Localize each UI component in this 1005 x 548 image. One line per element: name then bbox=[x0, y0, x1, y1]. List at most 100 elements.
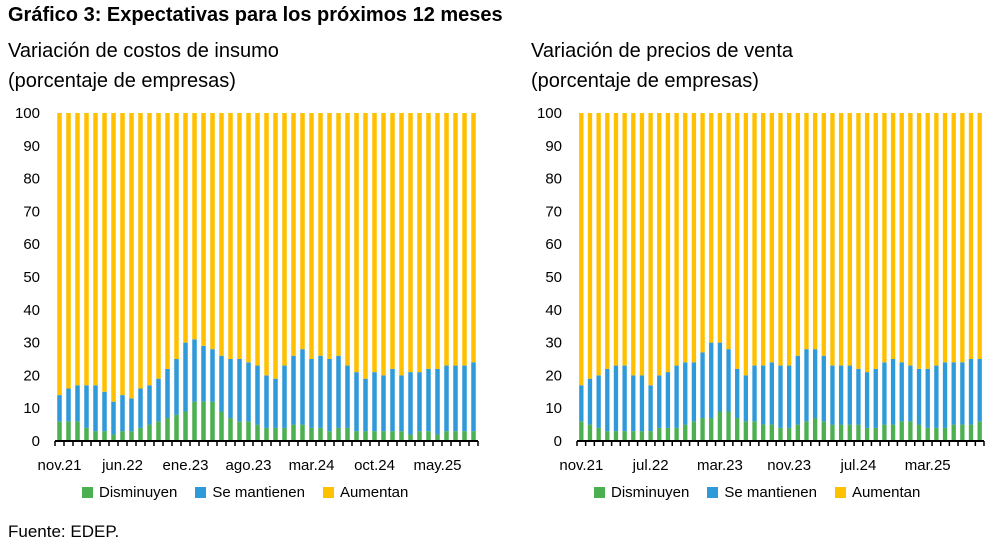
bar-disminuyen bbox=[255, 424, 260, 441]
bar-disminuyen bbox=[390, 431, 395, 441]
bar-se-mantienen bbox=[717, 342, 723, 412]
bar-se-mantienen bbox=[282, 365, 287, 428]
y-tick-label: 90 bbox=[545, 138, 562, 155]
right-chart-title-line2: (porcentaje de empresas) bbox=[531, 70, 759, 92]
bar-disminuyen bbox=[318, 427, 323, 441]
y-tick-label: 0 bbox=[32, 433, 40, 450]
source-note: Fuente: EDEP. bbox=[8, 522, 120, 541]
bar-disminuyen bbox=[613, 431, 619, 441]
bar-disminuyen bbox=[291, 424, 296, 441]
bar-se-mantienen bbox=[309, 359, 314, 428]
bar-se-mantienen bbox=[700, 352, 705, 419]
bar-se-mantienen bbox=[300, 349, 305, 425]
bar-disminuyen bbox=[174, 414, 179, 441]
bar-disminuyen bbox=[830, 424, 835, 441]
bar-disminuyen bbox=[183, 411, 188, 441]
bar-disminuyen bbox=[665, 427, 671, 441]
x-tick-label: nov.21 bbox=[559, 457, 603, 474]
bar-disminuyen bbox=[147, 424, 152, 441]
bar-disminuyen bbox=[856, 424, 861, 441]
bar-aumentan bbox=[873, 113, 878, 369]
bar-aumentan bbox=[968, 113, 974, 359]
bar-aumentan bbox=[372, 113, 377, 373]
bar-aumentan bbox=[934, 113, 939, 366]
bar-disminuyen bbox=[838, 424, 844, 441]
bar-se-mantienen bbox=[381, 375, 386, 432]
bar-aumentan bbox=[665, 113, 671, 373]
bar-se-mantienen bbox=[264, 375, 269, 428]
bar-se-mantienen bbox=[613, 365, 619, 432]
bar-se-mantienen bbox=[291, 355, 296, 425]
bar-disminuyen bbox=[683, 424, 688, 441]
x-tick-label: jul.22 bbox=[632, 457, 669, 474]
bar-aumentan bbox=[408, 113, 413, 373]
bar-aumentan bbox=[318, 113, 323, 356]
bar-disminuyen bbox=[648, 431, 653, 441]
bar-aumentan bbox=[960, 113, 965, 363]
bar-se-mantienen bbox=[399, 375, 404, 432]
legend-label: Disminuyen bbox=[99, 484, 178, 501]
bar-aumentan bbox=[631, 113, 636, 376]
bar-aumentan bbox=[183, 113, 188, 343]
bar-aumentan bbox=[691, 113, 697, 363]
x-tick-label: mar.24 bbox=[289, 457, 335, 474]
bar-aumentan bbox=[726, 113, 731, 350]
bar-aumentan bbox=[847, 113, 852, 366]
bar-disminuyen bbox=[691, 421, 697, 441]
bar-disminuyen bbox=[309, 427, 314, 441]
bar-se-mantienen bbox=[778, 365, 783, 428]
bar-se-mantienen bbox=[674, 365, 679, 428]
bar-disminuyen bbox=[804, 421, 809, 441]
bar-se-mantienen bbox=[856, 368, 861, 425]
bar-disminuyen bbox=[951, 424, 956, 441]
bar-se-mantienen bbox=[908, 365, 913, 422]
bar-aumentan bbox=[219, 113, 224, 356]
bar-se-mantienen bbox=[821, 355, 826, 422]
bar-disminuyen bbox=[246, 421, 251, 441]
bar-se-mantienen bbox=[691, 362, 697, 422]
legend-label: Se mantienen bbox=[212, 484, 305, 501]
right-chart-title: Variación de precios de venta (porcentaj… bbox=[531, 36, 793, 96]
bar-disminuyen bbox=[57, 421, 62, 441]
bar-se-mantienen bbox=[120, 395, 125, 432]
y-tick-label: 70 bbox=[23, 203, 40, 220]
bar-aumentan bbox=[426, 113, 431, 369]
bar-aumentan bbox=[165, 113, 170, 369]
bar-disminuyen bbox=[942, 427, 948, 441]
right-chart-title-line1: Variación de precios de venta bbox=[531, 40, 794, 62]
legend-item-se-mantienen: Se mantienen bbox=[707, 484, 817, 501]
bar-se-mantienen bbox=[66, 388, 71, 422]
y-tick-label: 100 bbox=[537, 105, 562, 122]
bar-aumentan bbox=[336, 113, 341, 356]
bar-se-mantienen bbox=[93, 385, 98, 432]
bar-se-mantienen bbox=[657, 375, 662, 428]
bar-aumentan bbox=[84, 113, 89, 386]
bar-disminuyen bbox=[381, 431, 386, 441]
bar-se-mantienen bbox=[273, 378, 278, 428]
bar-se-mantienen bbox=[57, 395, 62, 422]
bar-disminuyen bbox=[735, 418, 740, 441]
legend-label: Aumentan bbox=[339, 484, 409, 501]
bar-se-mantienen bbox=[174, 359, 179, 415]
bar-se-mantienen bbox=[372, 372, 377, 432]
bar-aumentan bbox=[75, 113, 80, 386]
legend-label: Aumentan bbox=[851, 484, 921, 501]
bar-se-mantienen bbox=[228, 359, 233, 419]
bar-se-mantienen bbox=[709, 342, 714, 419]
bar-se-mantienen bbox=[761, 365, 766, 425]
x-tick-label: oct.24 bbox=[354, 457, 395, 474]
bar-se-mantienen bbox=[951, 362, 956, 425]
bar-disminuyen bbox=[399, 431, 404, 441]
x-tick-label: ene.23 bbox=[163, 457, 209, 474]
bar-aumentan bbox=[471, 113, 476, 363]
bar-se-mantienen bbox=[201, 345, 206, 402]
bar-disminuyen bbox=[300, 424, 305, 441]
bar-se-mantienen bbox=[354, 372, 359, 432]
bar-se-mantienen bbox=[579, 385, 584, 422]
bar-aumentan bbox=[977, 113, 982, 359]
bar-disminuyen bbox=[743, 421, 749, 441]
bar-se-mantienen bbox=[639, 375, 645, 432]
bar-disminuyen bbox=[821, 421, 826, 441]
bar-se-mantienen bbox=[916, 368, 922, 425]
